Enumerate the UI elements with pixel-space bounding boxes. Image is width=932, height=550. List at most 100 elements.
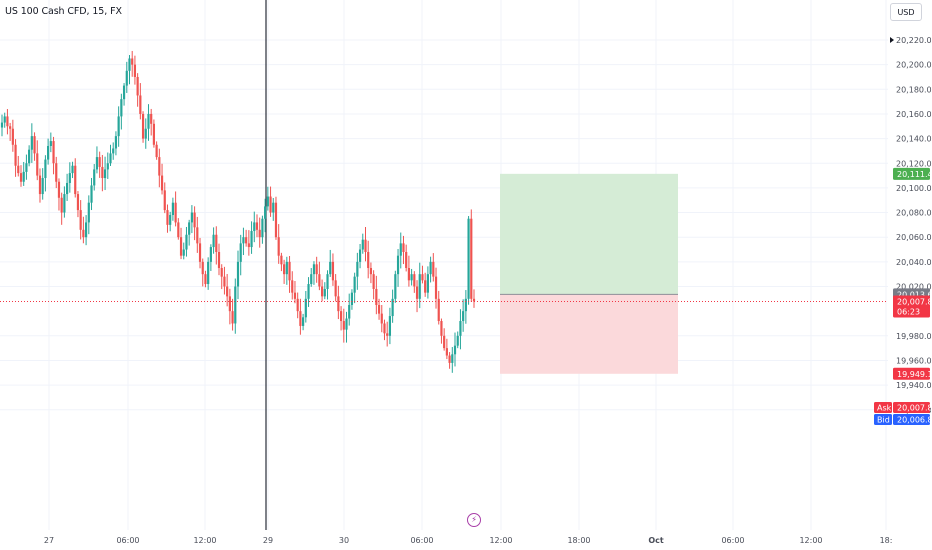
candle-body	[337, 296, 340, 312]
candle-body	[84, 222, 88, 238]
candle-body	[28, 149, 31, 164]
candle-body	[152, 123, 156, 145]
candle-body	[198, 243, 202, 262]
candle-body	[445, 348, 448, 356]
price-axis-label: 20,120.00	[896, 159, 932, 168]
candle-body	[391, 298, 394, 317]
candle-body	[223, 276, 226, 287]
candle-body	[410, 274, 413, 281]
target-price-tag-value: 20,111.42	[897, 170, 932, 179]
candle-body	[174, 202, 177, 223]
candle-body	[160, 175, 164, 191]
candle-body	[106, 163, 109, 170]
target-price-tag[interactable]: 20,111.42	[893, 167, 932, 180]
loss-zone[interactable]	[500, 294, 678, 374]
candle-body	[472, 298, 476, 302]
candle-body	[79, 210, 82, 230]
candle-body	[334, 280, 337, 297]
candle-body	[383, 323, 386, 334]
candle-body	[413, 274, 416, 287]
candle-body	[141, 113, 145, 139]
profit-zone[interactable]	[500, 173, 678, 295]
candle-body	[372, 274, 375, 289]
candle-body	[291, 280, 294, 293]
candle-body	[261, 218, 264, 238]
ask-price-tag[interactable]: Ask 20,007.86	[874, 402, 932, 413]
price-axis-label: 20,040.00	[896, 258, 932, 267]
price-axis-label: 19,960.00	[896, 356, 932, 365]
candle-body	[49, 141, 52, 146]
lightning-icon[interactable]: ⚡︎	[467, 513, 481, 527]
price-axis-label: 20,060.00	[896, 233, 932, 242]
candle-body	[171, 202, 174, 216]
candle-body	[318, 274, 321, 287]
candle-body	[190, 212, 193, 223]
candle-body	[296, 298, 299, 312]
candle-body	[364, 239, 367, 252]
candle-body	[250, 231, 253, 248]
candle-body	[60, 197, 63, 213]
price-axis-label: 19,980.00	[896, 332, 932, 341]
price-axis-label: 20,160.00	[896, 110, 932, 119]
candle-body	[66, 182, 69, 195]
entry-price-tag-value: 20,013.66	[897, 290, 932, 299]
candle-body	[269, 196, 272, 213]
candle-body	[467, 218, 470, 299]
price-axis-label: 20,100.00	[896, 184, 932, 193]
candle-body	[234, 286, 237, 324]
candle-body	[17, 165, 20, 174]
candle-body	[87, 202, 90, 223]
price-axis-label: 20,220.00	[896, 36, 932, 45]
time-axis-label: 06:00	[410, 536, 433, 545]
candle-body	[0, 122, 4, 128]
candle-body	[193, 212, 196, 228]
candle-body	[448, 355, 451, 363]
candle-body	[272, 202, 275, 213]
candle-body	[188, 222, 191, 235]
candle-body	[453, 345, 457, 355]
candle-body	[326, 274, 329, 289]
candle-body	[353, 276, 356, 293]
candle-body	[356, 261, 359, 277]
candle-body	[22, 171, 25, 182]
candle-body	[380, 313, 383, 324]
candle-body	[163, 190, 166, 211]
last-price-tag[interactable]: 20,007.8606:23	[893, 295, 932, 318]
candle-body	[239, 243, 242, 262]
time-axis-label: 30	[339, 536, 349, 545]
currency-button[interactable]: USD	[890, 3, 922, 21]
candle-body	[155, 144, 158, 158]
candle-body	[432, 261, 435, 277]
candle-body	[348, 304, 351, 319]
bid-price-tag-label-bg	[874, 414, 892, 425]
candle-body	[74, 165, 77, 195]
candle-body	[6, 116, 9, 127]
time-axis-label: 06:00	[116, 536, 139, 545]
candle-body	[158, 157, 161, 176]
candle-body	[41, 178, 44, 195]
candle-body	[57, 181, 61, 198]
candle-body	[245, 237, 248, 244]
candle-body	[47, 145, 50, 160]
candle-body	[386, 333, 389, 336]
candle-body	[277, 237, 280, 256]
price-axis-label: 20,140.00	[896, 135, 932, 144]
candle-body	[247, 243, 250, 248]
bid-price-tag[interactable]: Bid 20,006.86	[874, 414, 932, 425]
price-axis-label: 20,020.00	[896, 283, 932, 292]
candle-body	[421, 274, 424, 281]
candle-body	[201, 261, 204, 275]
candle-body	[320, 286, 324, 297]
candle-body	[323, 288, 326, 297]
stop-price-tag[interactable]: 19,949.18	[893, 367, 932, 380]
candle-body	[443, 335, 446, 349]
ask-price-tag-label-bg	[874, 402, 892, 413]
candle-body	[125, 70, 128, 86]
candle-body	[342, 321, 345, 330]
candle-body	[3, 116, 6, 123]
time-axis-label: 12:00	[489, 536, 512, 545]
candle-body	[11, 128, 14, 145]
candle-body	[451, 354, 454, 363]
